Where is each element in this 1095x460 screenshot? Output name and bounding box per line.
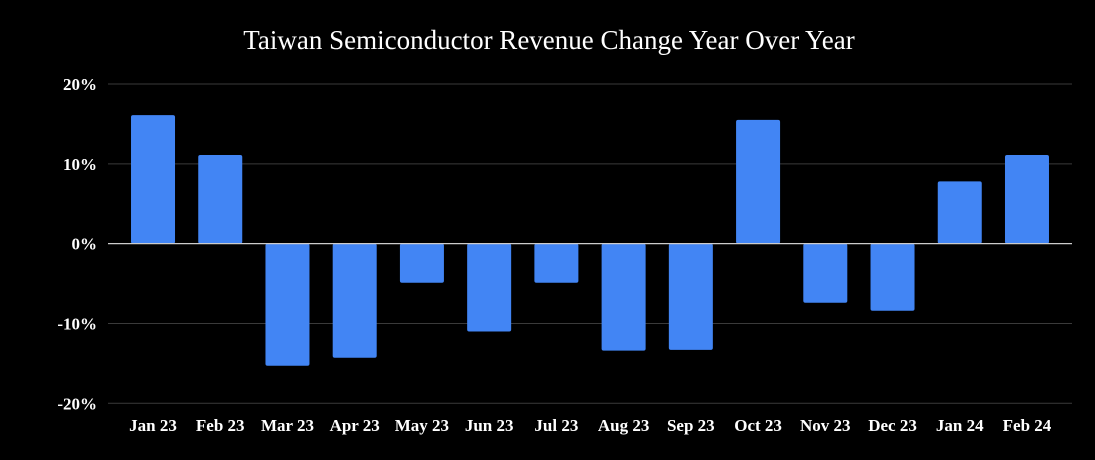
bar	[534, 243, 579, 283]
y-tick-label: 20%	[63, 75, 97, 94]
bar	[131, 115, 176, 244]
bar	[265, 243, 310, 366]
bar	[467, 243, 512, 332]
y-tick-label: -10%	[57, 314, 97, 333]
x-tick-label: Jun 23	[465, 416, 514, 435]
bars	[131, 115, 1049, 366]
x-tick-label: Jan 23	[129, 416, 177, 435]
y-tick-label: -20%	[57, 394, 97, 413]
x-axis-ticks: Jan 23 Feb 23 Mar 23 Apr 23 May 23 Jun 23 Jul …	[129, 416, 1052, 435]
chart-title: Taiwan Semiconductor Revenue Change Year…	[243, 25, 854, 55]
bar	[198, 155, 243, 244]
x-tick-label: May 23	[395, 416, 449, 435]
bar	[332, 243, 377, 358]
bar	[601, 243, 646, 351]
bar	[736, 119, 781, 244]
x-tick-label: Dec 23	[868, 416, 917, 435]
bar	[937, 181, 982, 244]
bar	[399, 243, 444, 283]
bar	[870, 243, 915, 311]
bar	[668, 243, 713, 350]
x-tick-label: Nov 23	[800, 416, 851, 435]
x-tick-label: Aug 23	[598, 416, 649, 435]
x-tick-label: Feb 23	[196, 416, 245, 435]
x-tick-label: Oct 23	[734, 416, 782, 435]
x-tick-label: Mar 23	[261, 416, 314, 435]
bar	[1004, 155, 1049, 244]
y-axis-ticks: 20% 10% 0% -10% -20%	[57, 75, 97, 413]
x-tick-label: Feb 24	[1003, 416, 1052, 435]
y-tick-label: 0%	[72, 235, 98, 254]
y-tick-label: 10%	[63, 155, 97, 174]
x-tick-label: Sep 23	[667, 416, 715, 435]
x-tick-label: Jan 24	[936, 416, 984, 435]
x-tick-label: Jul 23	[534, 416, 578, 435]
x-tick-label: Apr 23	[330, 416, 380, 435]
bar	[803, 243, 848, 303]
